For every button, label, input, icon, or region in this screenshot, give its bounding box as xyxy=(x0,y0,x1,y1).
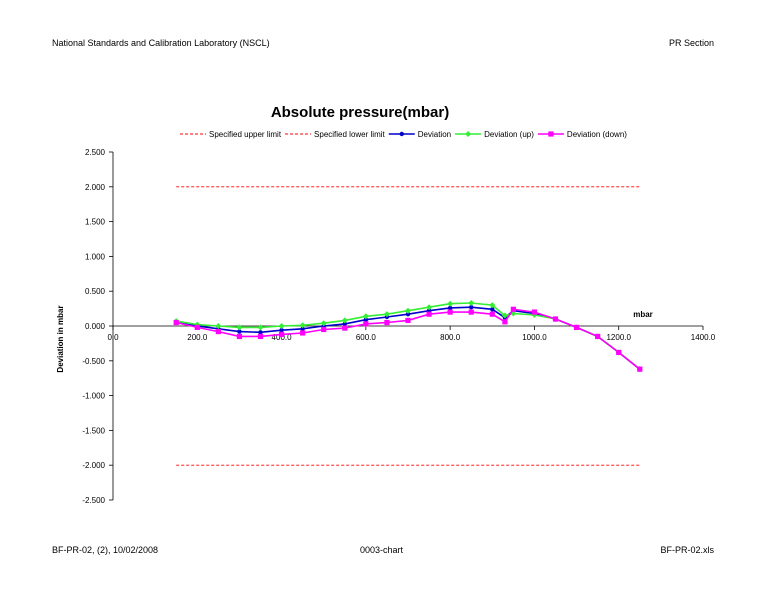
data-point xyxy=(236,333,243,340)
legend-marker xyxy=(399,131,404,137)
document-footer-center: 0003-chart xyxy=(360,545,404,555)
data-point xyxy=(173,319,179,326)
data-point xyxy=(489,311,495,317)
data-point xyxy=(405,311,411,317)
y-tick-label: 2.500 xyxy=(85,148,106,157)
x-axis-label: mbar xyxy=(633,310,653,319)
data-point xyxy=(257,333,264,340)
data-point xyxy=(447,305,453,311)
chart-legend: Specified upper limit Specified lower lim… xyxy=(180,130,627,139)
data-point xyxy=(342,325,348,331)
document-footer-left: BF-PR-02, (2), 10/02/2008 xyxy=(52,545,159,555)
x-tick-label: 600.0 xyxy=(356,333,377,342)
data-point xyxy=(552,316,559,322)
chart-title: Absolute pressure(mbar) xyxy=(271,104,449,121)
legend-label: Deviation xyxy=(418,130,451,139)
data-point xyxy=(490,307,495,312)
y-tick-label: 0.500 xyxy=(85,287,106,296)
data-point xyxy=(383,311,390,318)
y-axis-label: Deviation in mbar xyxy=(56,305,65,372)
data-point xyxy=(299,322,306,329)
data-point xyxy=(573,324,580,330)
document-header-right: PR Section xyxy=(668,38,714,48)
data-point xyxy=(215,323,222,329)
data-point xyxy=(237,329,242,334)
x-tick-label: 0.0 xyxy=(107,333,119,342)
chart-axes: 2.500 2.000 1.500 1.000 0.500 0.000 -0.500 -1.0… xyxy=(82,148,715,505)
data-point xyxy=(215,328,221,335)
y-tick-label: -2.500 xyxy=(82,496,105,505)
data-point xyxy=(341,317,348,324)
legend-item-deviation-up: Deviation (up) xyxy=(455,130,534,139)
data-point xyxy=(447,309,453,315)
data-point xyxy=(468,300,475,307)
legend-label: Specified lower limit xyxy=(314,130,385,139)
y-tick-label: -1.000 xyxy=(82,392,105,401)
data-point xyxy=(362,313,369,320)
series-deviation-down xyxy=(173,306,643,372)
x-tick-label: 1000.0 xyxy=(522,333,547,342)
chart-series xyxy=(173,186,643,466)
x-tick-label: 1400.0 xyxy=(691,333,716,342)
series-line-deviation-down xyxy=(176,308,641,370)
legend-label: Deviation (up) xyxy=(484,130,534,139)
y-tick-label: 2.000 xyxy=(85,183,106,192)
series-deviation xyxy=(174,305,642,372)
data-point xyxy=(300,330,306,336)
legend-item-deviation: Deviation xyxy=(388,130,451,139)
data-point xyxy=(363,321,369,327)
data-point xyxy=(236,324,243,331)
data-point xyxy=(257,324,264,331)
legend-label: Specified upper limit xyxy=(209,130,282,139)
data-point xyxy=(468,309,474,315)
data-point xyxy=(279,327,284,333)
data-point xyxy=(384,319,390,326)
y-tick-label: -2.000 xyxy=(82,461,105,470)
y-tick-label: 1.500 xyxy=(85,218,106,227)
legend-item-specified-lower-limit: Specified lower limit xyxy=(285,130,386,139)
data-point xyxy=(469,305,474,310)
legend-marker xyxy=(465,131,472,137)
data-point xyxy=(320,320,327,327)
data-point xyxy=(405,317,411,324)
legend-marker xyxy=(548,131,554,137)
series-line-deviation xyxy=(176,306,641,370)
data-point xyxy=(278,331,285,337)
data-point xyxy=(194,324,200,330)
y-tick-label: -1.500 xyxy=(82,426,105,435)
data-point xyxy=(321,326,327,333)
data-point xyxy=(300,326,305,331)
data-point xyxy=(502,319,508,325)
data-point xyxy=(510,306,516,312)
data-point xyxy=(363,317,369,322)
legend-label: Deviation (down) xyxy=(567,130,627,139)
document-header-left: National Standards and Calibration Labor… xyxy=(52,38,270,48)
x-tick-label: 800.0 xyxy=(440,333,461,342)
data-point xyxy=(489,302,496,309)
data-point xyxy=(447,300,454,307)
data-point xyxy=(258,330,263,335)
legend-item-specified-upper-limit: Specified upper limit xyxy=(180,130,282,139)
y-tick-label: 0.000 xyxy=(85,322,106,331)
data-point xyxy=(405,307,411,314)
data-point xyxy=(531,309,538,315)
data-point xyxy=(637,366,643,372)
x-tick-label: 1200.0 xyxy=(606,333,631,342)
data-point xyxy=(501,312,508,319)
legend-item-deviation-down: Deviation (down) xyxy=(537,130,627,139)
data-point xyxy=(595,333,601,340)
y-tick-label: 1.000 xyxy=(85,252,106,261)
data-point xyxy=(342,321,347,327)
document-footer-right: BF-PR-02.xls xyxy=(660,545,714,555)
data-point xyxy=(616,349,622,356)
data-point xyxy=(426,304,433,311)
y-tick-label: -0.500 xyxy=(82,357,105,366)
data-point xyxy=(426,311,432,317)
x-tick-label: 200.0 xyxy=(187,333,208,342)
data-point xyxy=(278,323,285,329)
x-tick-label: 400.0 xyxy=(272,333,293,342)
